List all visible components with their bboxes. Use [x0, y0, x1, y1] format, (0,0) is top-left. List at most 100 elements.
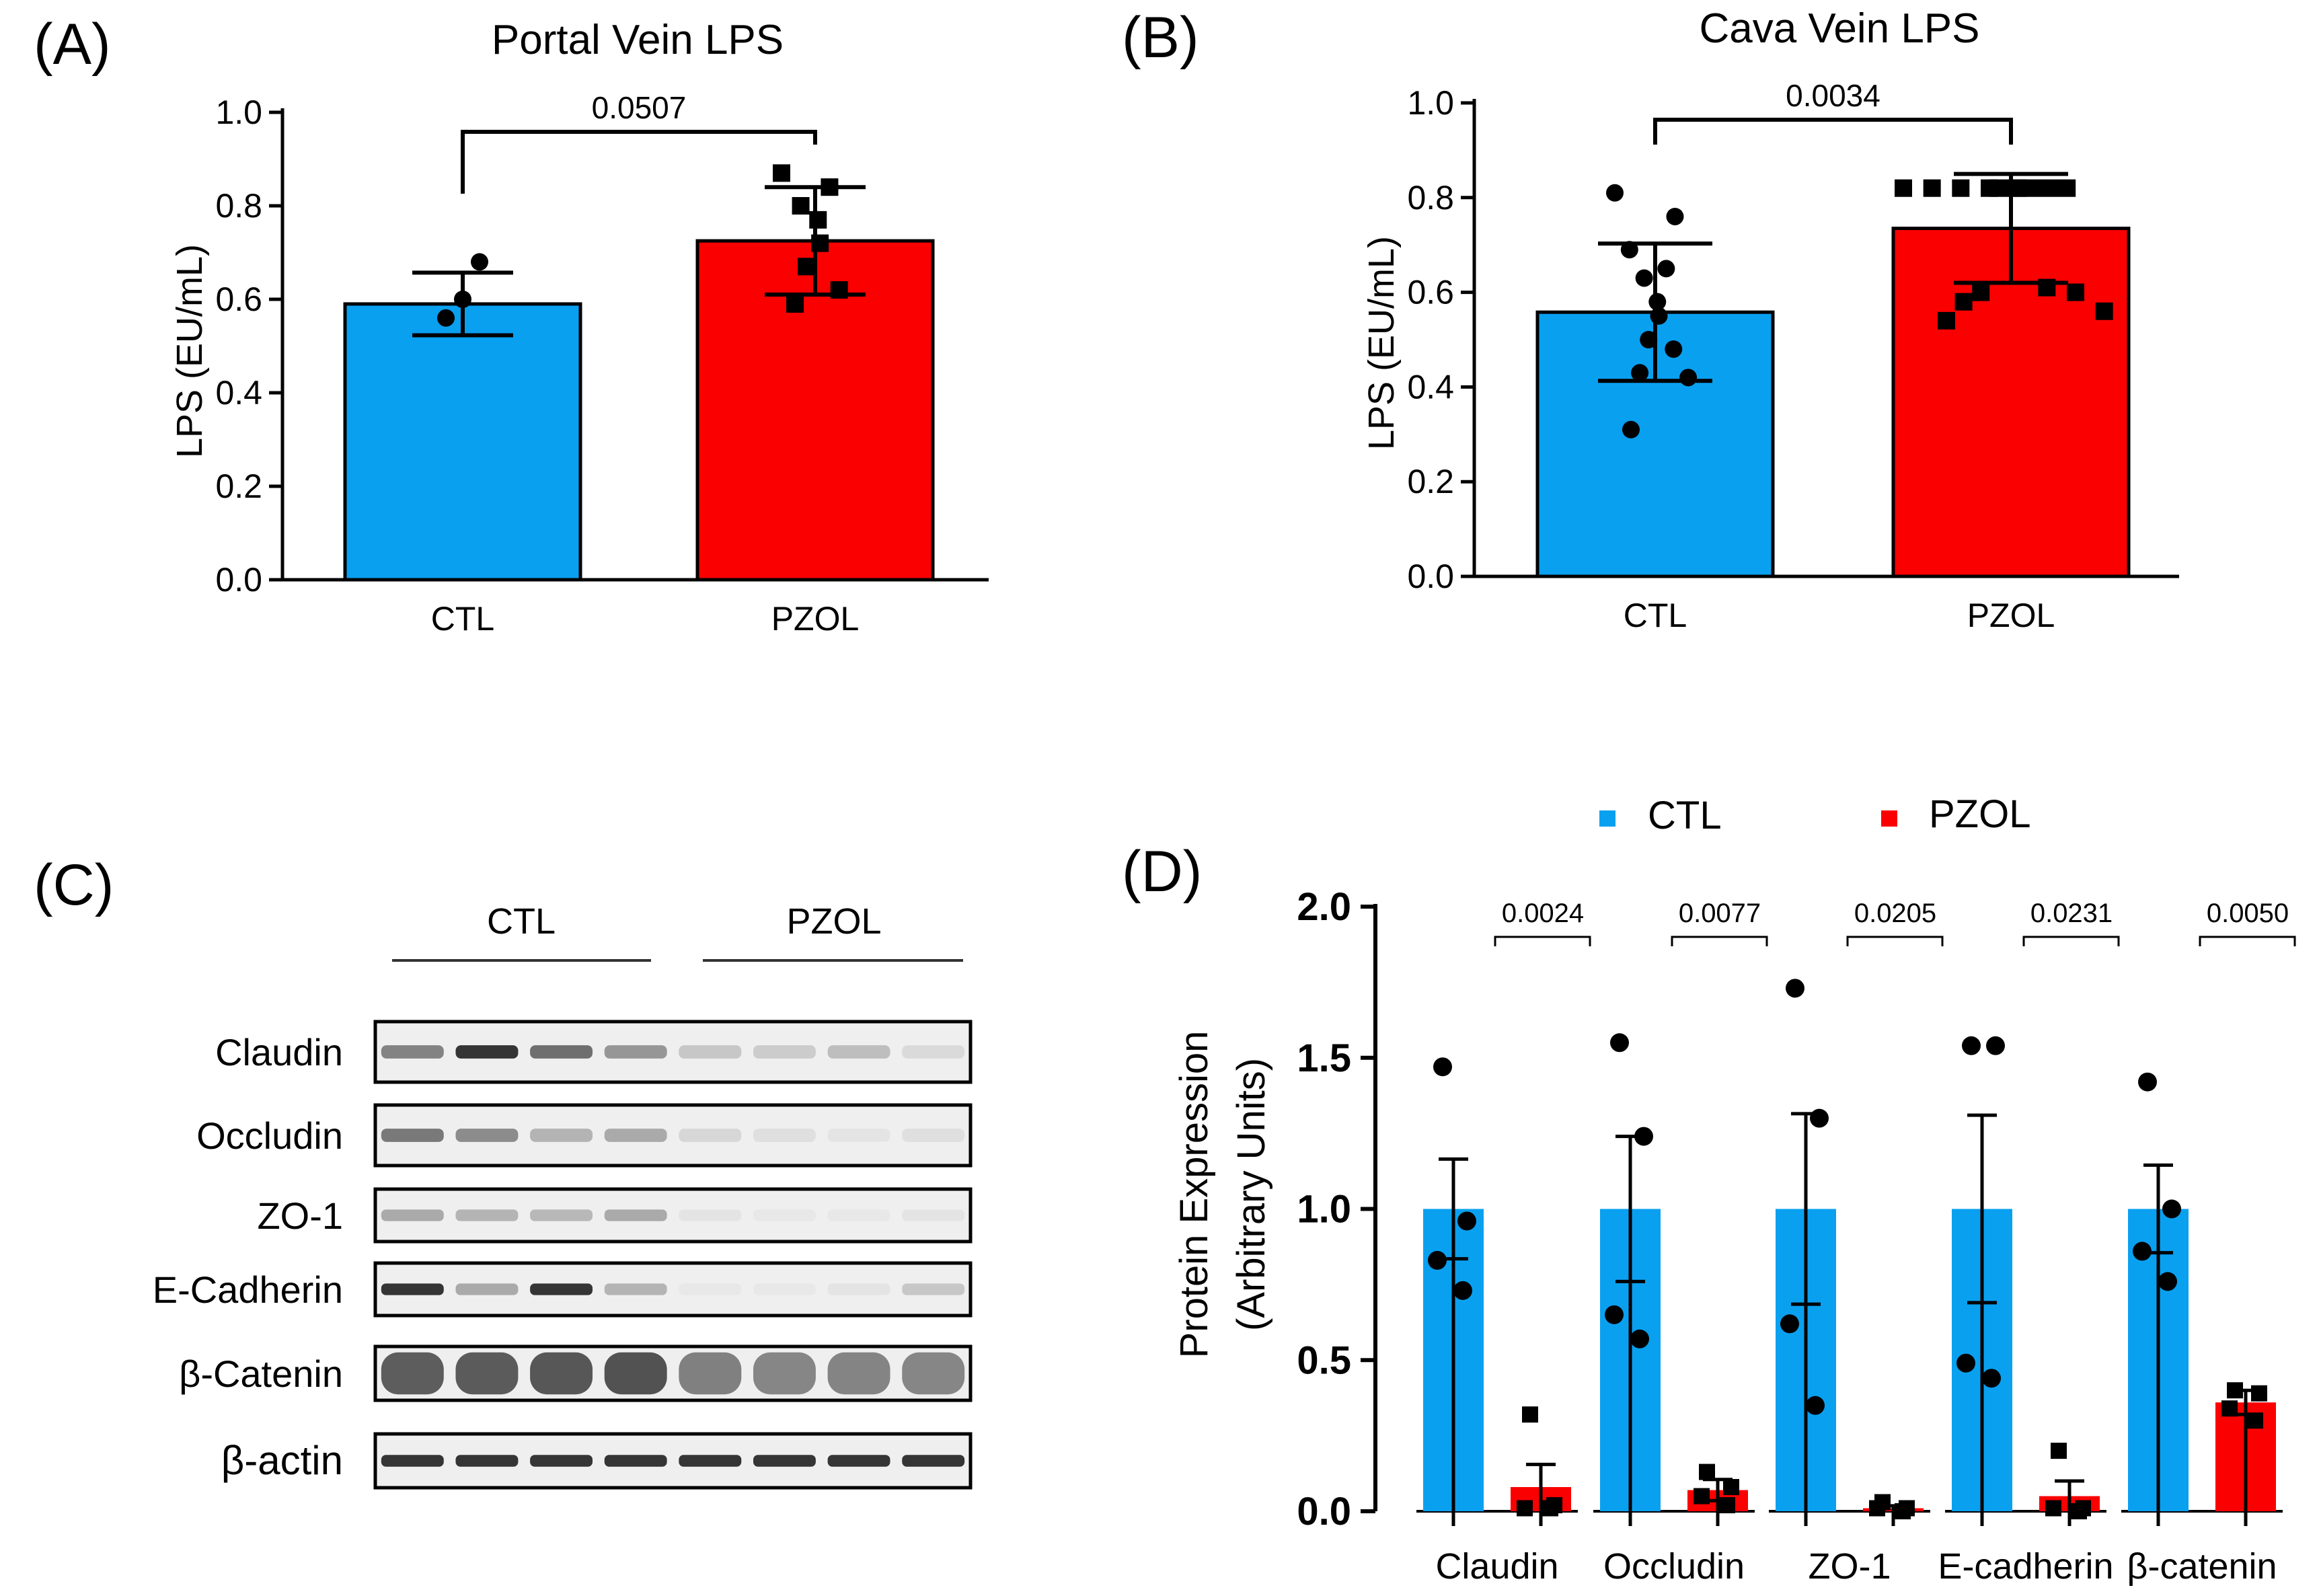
data-point — [1895, 1503, 1911, 1519]
panel-b-label: (B) — [1122, 5, 1199, 70]
panel-d-ylabel: Protein Expression — [1172, 1031, 1216, 1359]
blot-band — [827, 1045, 890, 1059]
data-point — [1954, 293, 1973, 311]
data-point — [773, 164, 790, 182]
panel-b-ylabel: LPS (EU/mL) — [1361, 236, 1402, 450]
y-tick-label: 1.0 — [1297, 1188, 1351, 1231]
blot-row: β-actin — [221, 1432, 973, 1490]
data-point — [454, 291, 471, 308]
blot-band — [828, 1209, 890, 1221]
blot-band — [381, 1045, 444, 1059]
panel-a: (A) Portal Vein LPS LPS (EU/mL) 0.00.20.… — [34, 12, 989, 638]
blot-band — [902, 1045, 965, 1059]
data-point — [1635, 269, 1653, 287]
blot-band — [679, 1283, 741, 1295]
blot-band — [753, 1283, 816, 1295]
blot-band — [381, 1455, 444, 1467]
western-blot: Claudin Occludin ZO-1 E-Cadherin β-Catenin β-… — [153, 1020, 973, 1490]
data-point — [1986, 1036, 2005, 1055]
legend-swatch-ctl — [1599, 810, 1615, 827]
blot-frame — [373, 1187, 973, 1244]
blot-band — [902, 1352, 965, 1395]
y-tick-label: 0.6 — [215, 280, 262, 318]
blot-group-ctl: CTL — [487, 901, 556, 942]
data-point — [1665, 340, 1683, 358]
x-tick-label: CTL — [431, 600, 494, 638]
y-tick-label: 0.0 — [215, 561, 262, 599]
data-point — [1956, 1353, 1975, 1373]
data-point — [1694, 1488, 1710, 1505]
significance-bracket — [2022, 936, 2120, 946]
data-point — [2133, 1242, 2152, 1261]
blot-band — [679, 1352, 742, 1395]
panel-a-label: (A) — [34, 12, 111, 77]
panel-d-plot: 0.0 0.5 1.0 1.5 2.0 Claudin 0.0024 Occludin 0.00… — [1297, 885, 2296, 1587]
blot-band — [827, 1129, 890, 1142]
p-value: 0.0024 — [1502, 899, 1584, 928]
blot-band — [530, 1352, 593, 1395]
x-tick-label: PZOL — [1967, 597, 2055, 634]
data-point — [1433, 1057, 1452, 1077]
data-point — [2251, 1385, 2267, 1402]
blot-band — [753, 1045, 816, 1059]
data-point — [1780, 1314, 1799, 1334]
data-point — [2051, 1443, 2067, 1459]
data-point — [437, 309, 455, 327]
significance-bracket — [461, 130, 817, 194]
data-point — [830, 281, 848, 299]
data-point — [1923, 179, 1941, 197]
p-value: 0.0231 — [2030, 899, 2113, 928]
blot-row-label: Occludin — [196, 1114, 343, 1157]
data-point — [2158, 1272, 2177, 1291]
blot-band — [381, 1283, 444, 1295]
data-point — [2009, 179, 2027, 197]
panel-b-plot: 0.0 0.2 0.4 0.6 0.8 1.0 CTL PZOL 0.0034 — [1407, 78, 2179, 634]
blot-band — [604, 1283, 667, 1295]
blot-band — [604, 1352, 667, 1395]
data-point — [821, 178, 839, 196]
data-point — [2045, 1500, 2061, 1517]
data-point — [2038, 278, 2056, 297]
y-tick-label: 1.0 — [1407, 84, 1454, 122]
legend-swatch-pzol — [1881, 810, 1897, 827]
data-point — [1786, 979, 1804, 998]
y-tick-label: 0.2 — [215, 467, 262, 505]
data-point — [2162, 1199, 2181, 1219]
x-tick-label: ZO-1 — [1808, 1546, 1891, 1587]
blot-band — [381, 1129, 444, 1142]
panel-d-ylabel-2: (Arbitrary Units) — [1229, 1058, 1273, 1331]
y-tick-label: 0.5 — [1297, 1338, 1351, 1382]
data-point — [1605, 1305, 1624, 1324]
blot-band — [679, 1045, 742, 1059]
blot-row-label: ZO-1 — [257, 1194, 343, 1237]
significance-bracket — [1653, 118, 2013, 145]
data-point — [2041, 179, 2059, 197]
data-point — [1522, 1406, 1538, 1423]
blot-band — [679, 1455, 742, 1467]
blot-band — [679, 1209, 742, 1221]
legend-label-pzol: PZOL — [1929, 792, 2031, 836]
y-tick-label: 0.8 — [215, 187, 262, 225]
y-tick-label: 0.0 — [1297, 1490, 1351, 1533]
data-point — [1982, 1369, 2001, 1388]
data-point — [1428, 1250, 1447, 1270]
panel-c: (C) CTL PZOL Claudin Occludin ZO-1 E-Cadher… — [34, 853, 973, 1490]
data-point — [1634, 1127, 1653, 1146]
blot-band — [455, 1352, 519, 1395]
data-point — [1806, 1396, 1825, 1415]
x-tick-label: E-cadherin — [1938, 1546, 2113, 1587]
blot-band — [455, 1283, 519, 1295]
data-point — [2071, 1503, 2087, 1519]
blot-row-label: E-Cadherin — [153, 1268, 343, 1311]
panel-b: (B) Cava Vein LPS LPS (EU/mL) 0.00.20.40… — [1122, 5, 2179, 634]
blot-band — [604, 1209, 667, 1221]
data-point — [1938, 311, 1955, 330]
blot-band — [753, 1455, 816, 1467]
y-tick-label: 1.5 — [1297, 1036, 1351, 1080]
data-point — [1952, 179, 1970, 197]
blot-row-label: Claudin — [215, 1031, 343, 1073]
y-tick-label: 0.8 — [1407, 179, 1454, 217]
blot-band — [827, 1455, 890, 1467]
data-point — [2138, 1072, 2157, 1092]
bar-ctl — [343, 302, 582, 582]
